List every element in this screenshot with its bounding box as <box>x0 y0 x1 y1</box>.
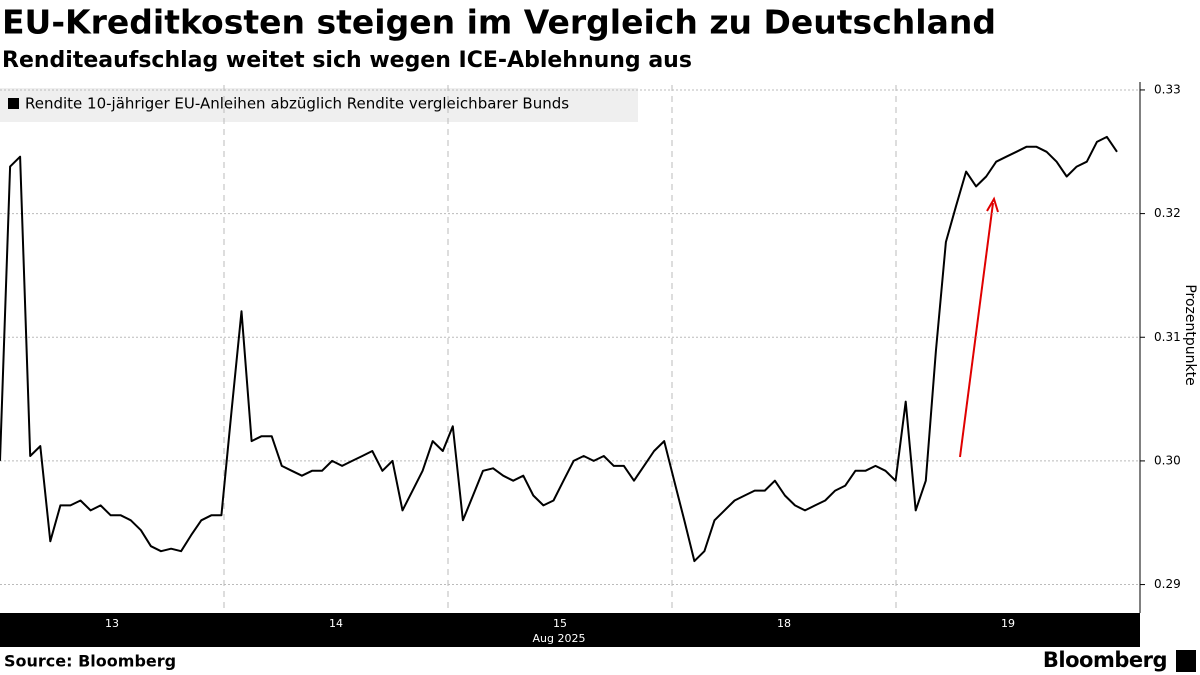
y-tick-label: 0.32 <box>1154 206 1181 220</box>
legend-label: Rendite 10-jähriger EU-Anleihen abzüglic… <box>25 95 569 113</box>
brand-icon <box>1176 650 1196 672</box>
x-tick-label: 15 <box>553 617 567 630</box>
chart-title: EU-Kreditkosten steigen im Vergleich zu … <box>2 3 996 42</box>
legend-swatch <box>8 98 19 109</box>
x-tick-label: 13 <box>105 617 119 630</box>
x-tick-label: 19 <box>1001 617 1015 630</box>
legend-box <box>0 88 638 122</box>
x-axis-band <box>0 613 1140 647</box>
y-tick-label: 0.30 <box>1154 453 1181 467</box>
y-axis-label: Prozentpunkte <box>1182 284 1198 385</box>
y-tick-label: 0.33 <box>1154 82 1181 96</box>
chart-subtitle: Renditeaufschlag weitet sich wegen ICE-A… <box>2 48 692 73</box>
brand-logo: Bloomberg <box>1043 648 1167 672</box>
y-tick-label: 0.29 <box>1154 577 1181 591</box>
data-line <box>0 135 1118 563</box>
x-tick-label: 18 <box>777 617 791 630</box>
annotation-arrowhead <box>986 196 999 213</box>
source: Source: Bloomberg <box>4 652 176 671</box>
x-axis-label: Aug 2025 <box>533 632 586 645</box>
y-tick-label: 0.31 <box>1154 330 1181 344</box>
x-tick-label: 14 <box>329 617 343 630</box>
annotation-arrow <box>959 202 994 458</box>
